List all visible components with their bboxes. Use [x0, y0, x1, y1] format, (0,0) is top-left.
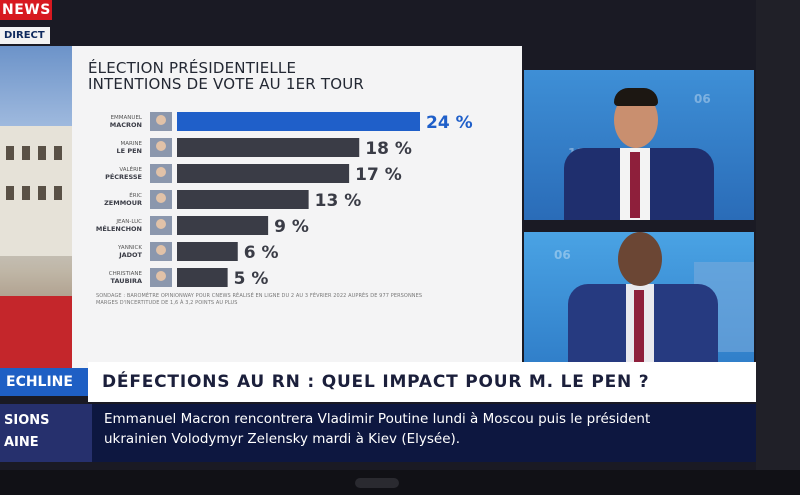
- ticker-tag: SIONS AINE: [0, 404, 92, 462]
- bar-value-label: 5 %: [234, 269, 269, 289]
- candidate-lastname: PÉCRESSE: [105, 172, 142, 181]
- studio-feed-top: 06 18: [524, 70, 754, 220]
- bar-value-label: 18 %: [365, 139, 412, 159]
- tv-bezel: [0, 470, 800, 495]
- live-badge: DIRECT: [0, 27, 50, 44]
- bar-value-label: 6 %: [244, 243, 279, 263]
- candidate-lastname: ZEMMOUR: [104, 199, 142, 207]
- bar: [177, 164, 350, 183]
- candidate-firstname: CHRISTIANE: [109, 271, 143, 277]
- candidate-lastname: MACRON: [110, 121, 142, 129]
- candidate-face: [156, 245, 166, 255]
- chart-title: ÉLECTION PRÉSIDENTIELLE INTENTIONS DE VO…: [88, 60, 364, 92]
- candidate-face: [156, 115, 166, 125]
- ticker-tag-line1: SIONS: [4, 413, 50, 428]
- tv-brand-logo: [355, 478, 399, 488]
- candidate-firstname: JEAN-LUC: [115, 219, 142, 225]
- studio-bg-number: 06: [554, 248, 571, 262]
- bar: [177, 268, 228, 287]
- studio-feed-bottom: 06: [524, 232, 754, 370]
- bar-value-label: 9 %: [274, 217, 309, 237]
- candidate-firstname: EMMANUEL: [111, 115, 143, 121]
- topic-tag: ECHLINE: [0, 368, 88, 396]
- palace-building: [0, 126, 72, 256]
- candidate-lastname: JADOT: [118, 251, 142, 259]
- candidate-firstname: ÉRIC: [129, 191, 142, 199]
- bar: [177, 138, 360, 157]
- bar: [177, 216, 269, 235]
- bar: [177, 190, 309, 209]
- footnote-line2: MARGES D'INCERTITUDE DE 1,6 À 3,2 POINTS…: [96, 300, 238, 306]
- candidate-lastname: TAUBIRA: [111, 277, 142, 285]
- bar-value-label: 17 %: [355, 165, 402, 185]
- ticker-line1: Emmanuel Macron rencontrera Vladimir Pou…: [104, 411, 651, 427]
- headline-banner: DÉFECTIONS AU RN : QUEL IMPACT POUR M. L…: [88, 362, 756, 402]
- red-carpet: [0, 296, 72, 368]
- screen-edge: [756, 0, 800, 470]
- poll-footnote: SONDAGE : BAROMÈTRE OPINIONWAY POUR CNEW…: [96, 293, 456, 307]
- candidate-firstname: MARINE: [120, 141, 142, 147]
- chart-title-line2: INTENTIONS DE VOTE AU 1ER TOUR: [88, 75, 365, 93]
- ticker-tag-line2: AINE: [4, 435, 39, 450]
- poll-chart-panel: ÉLECTION PRÉSIDENTIELLE INTENTIONS DE VO…: [72, 46, 522, 368]
- candidate-lastname: LE PEN: [117, 147, 143, 155]
- palace-photo: [0, 46, 72, 368]
- candidate-face: [156, 141, 166, 151]
- bar: [177, 112, 420, 131]
- candidate-face: [156, 219, 166, 229]
- studio-bg-number: 06: [694, 92, 711, 106]
- candidate-face: [156, 193, 166, 203]
- candidate-firstname: VALÉRIE: [119, 165, 142, 173]
- chart-title-line1: ÉLECTION PRÉSIDENTIELLE: [88, 59, 297, 77]
- news-ticker: Emmanuel Macron rencontrera Vladimir Pou…: [92, 404, 756, 462]
- bar-value-label: 24 %: [426, 113, 473, 133]
- channel-logo: NEWS: [0, 0, 52, 20]
- candidate-lastname: MÉLENCHON: [96, 224, 142, 233]
- footnote-line1: SONDAGE : BAROMÈTRE OPINIONWAY POUR CNEW…: [96, 293, 423, 299]
- candidate-face: [156, 167, 166, 177]
- candidate-firstname: YANNICK: [117, 245, 142, 251]
- bar: [177, 242, 238, 261]
- ticker-line2: ukrainien Volodymyr Zelensky mardi à Kie…: [104, 431, 461, 447]
- candidate-face: [156, 271, 166, 281]
- bar-value-label: 13 %: [315, 191, 362, 211]
